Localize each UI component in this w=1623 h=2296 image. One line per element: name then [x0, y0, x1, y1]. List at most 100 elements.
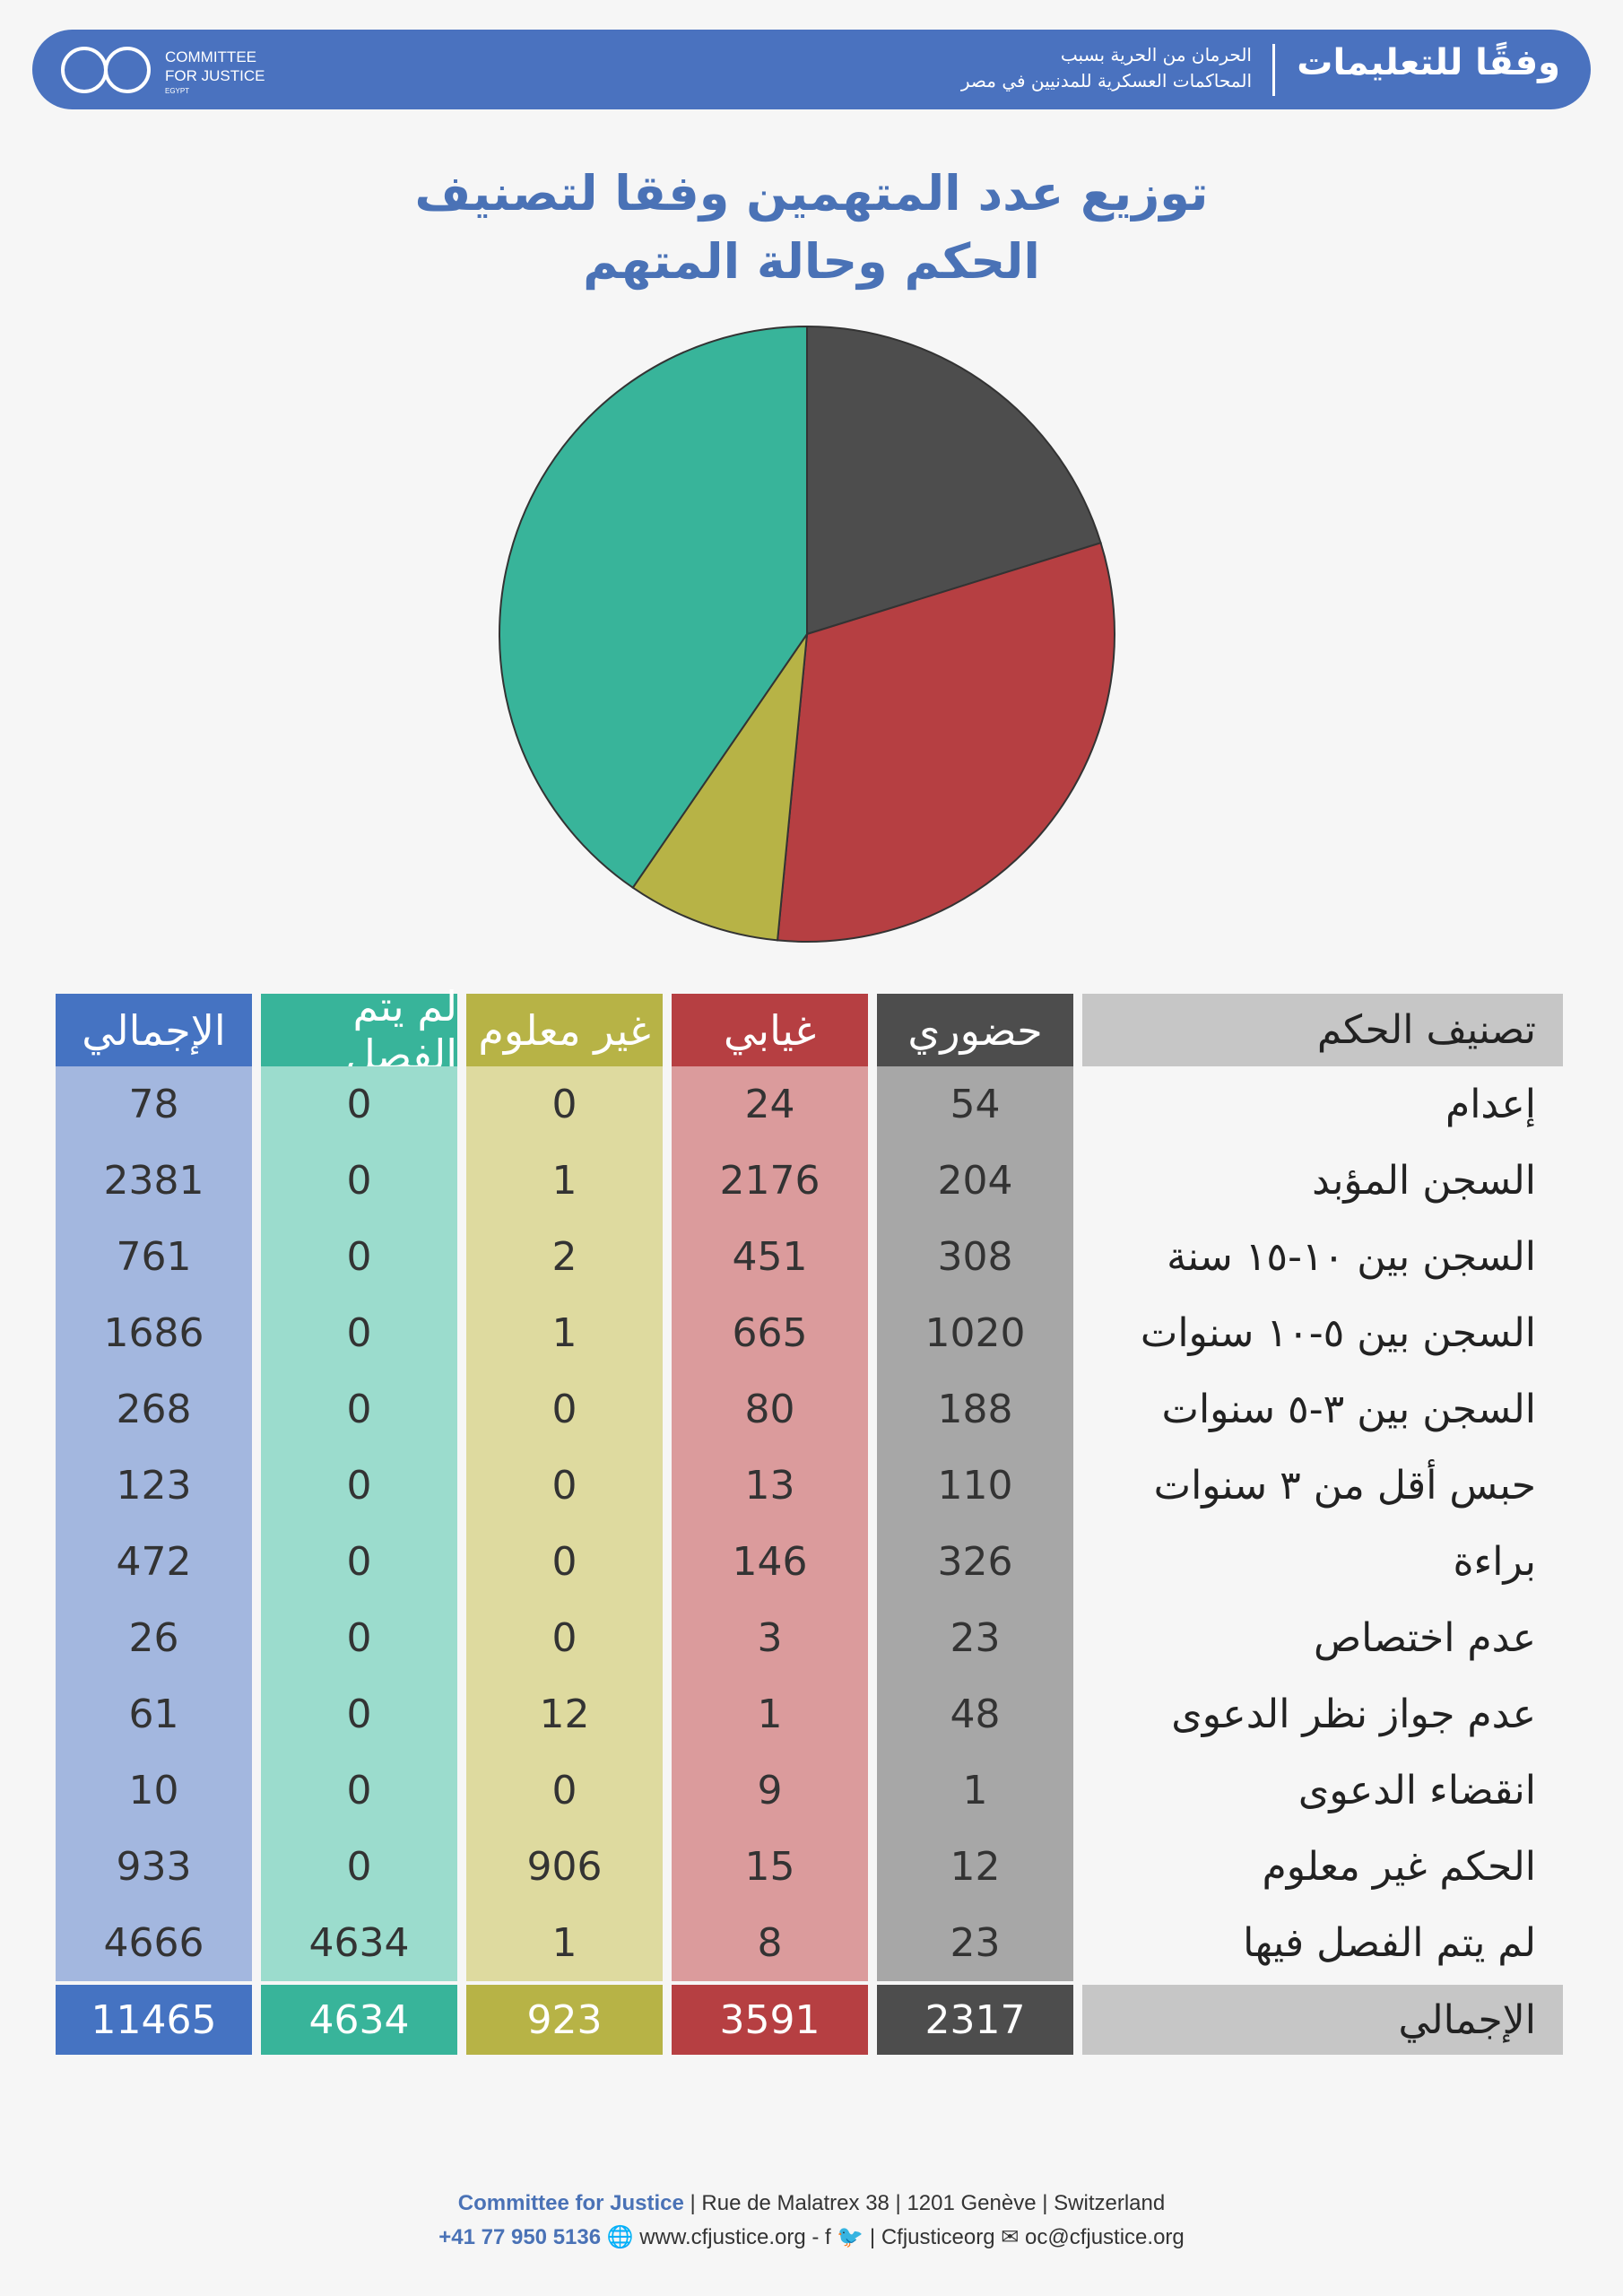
logo-text: FOR JUSTICE [165, 67, 265, 84]
table-cell: 761 [56, 1219, 252, 1295]
table-cell: 0 [261, 1600, 457, 1676]
table-cell: 1 [466, 1905, 663, 1981]
table-cell: 1 [672, 1676, 868, 1752]
table-cell: 451 [672, 1219, 868, 1295]
table-cell: 78 [56, 1066, 252, 1143]
table-cell: 48 [877, 1676, 1073, 1752]
chart-title: توزيع عدد المتهمين وفقا لتصنيف الحكم وحا… [414, 165, 1209, 290]
table-cell: 1 [466, 1143, 663, 1219]
table-cell: 0 [466, 1448, 663, 1524]
header-subtitle: الحرمان من الحرية بسبب المحاكمات العسكري… [961, 42, 1252, 94]
column-header: حضوري [877, 994, 1073, 1066]
table-cell: 906 [466, 1829, 663, 1905]
table-cell: 2176 [672, 1143, 868, 1219]
column-header: غير معلوم [466, 994, 663, 1066]
table-cell: 0 [261, 1295, 457, 1371]
table-cell: 0 [261, 1143, 457, 1219]
table-cell: 0 [261, 1752, 457, 1829]
table-cell: 1686 [56, 1295, 252, 1371]
table-cell: 933 [56, 1829, 252, 1905]
row-label: السجن بين ١٠-١٥ سنة [1167, 1234, 1536, 1280]
total-cell: 923 [466, 1985, 663, 2055]
subtitle-line: الحرمان من الحرية بسبب [1060, 44, 1252, 65]
logo-text: COMMITTEE [165, 48, 256, 65]
row-label: السجن بين ٣-٥ سنوات [1161, 1387, 1536, 1432]
footer: Committee for Justice | Rue de Malatrex … [0, 2187, 1623, 2255]
total-label: الإجمالي [1082, 1985, 1563, 2055]
table-cell: 0 [261, 1524, 457, 1600]
table-cell: 4634 [261, 1905, 457, 1981]
footer-line: Committee for Justice | Rue de Malatrex … [0, 2187, 1623, 2221]
row-label: إعدام [1445, 1082, 1536, 1127]
row-label: حبس أقل من ٣ سنوات [1153, 1463, 1536, 1509]
pie-slice [776, 542, 1115, 943]
table-cell: 12 [877, 1829, 1073, 1905]
table-cell: 2 [466, 1219, 663, 1295]
total-cell: 4634 [261, 1985, 457, 2055]
table-cell: 0 [466, 1524, 663, 1600]
total-cell: 2317 [877, 1985, 1073, 2055]
table-cell: 0 [466, 1600, 663, 1676]
table-cell: 308 [877, 1219, 1073, 1295]
logo-ring [104, 47, 151, 93]
table-cell: 188 [877, 1371, 1073, 1448]
email: oc@cfjustice.org [1025, 2225, 1185, 2249]
table-cell: 12 [466, 1676, 663, 1752]
header-title: وفقًا للتعليمات [1297, 42, 1560, 83]
row-label: براءة [1453, 1539, 1537, 1585]
row-label: عدم اختصاص [1313, 1615, 1536, 1661]
table-cell: 0 [261, 1676, 457, 1752]
header-bar: COMMITTEE FOR JUSTICE EGYPT وفقًا للتعلي… [32, 30, 1591, 109]
table-cell: 10 [56, 1752, 252, 1829]
table-cell: 326 [877, 1524, 1073, 1600]
row-label: السجن بين ٥-١٠ سنوات [1140, 1310, 1536, 1356]
total-cell: 11465 [56, 1985, 252, 2055]
table-cell: 472 [56, 1524, 252, 1600]
social: Cfjusticeorg [881, 2225, 995, 2249]
table-cell: 123 [56, 1448, 252, 1524]
row-label: عدم جواز نظر الدعوى [1171, 1692, 1536, 1737]
table-cell: 4666 [56, 1905, 252, 1981]
website: www.cfjustice.org - [639, 2225, 820, 2249]
table-cell: 204 [877, 1143, 1073, 1219]
table-cell: 268 [56, 1371, 252, 1448]
table-cell: 13 [672, 1448, 868, 1524]
address: | Rue de Malatrex 38 | 1201 Genève | Swi… [690, 2191, 1166, 2215]
table-cell: 3 [672, 1600, 868, 1676]
table-cell: 26 [56, 1600, 252, 1676]
table-cell: 24 [672, 1066, 868, 1143]
org-name: Committee for Justice [457, 2191, 684, 2215]
table-cell: 0 [261, 1448, 457, 1524]
table-cell: 1020 [877, 1295, 1073, 1371]
phone: +41 77 950 5136 [438, 2225, 602, 2249]
table-cell: 80 [672, 1371, 868, 1448]
table-cell: 0 [261, 1066, 457, 1143]
table-cell: 54 [877, 1066, 1073, 1143]
data-table: تصنيف الحكم حضوري غيابي غير معلوم لم يتم الف… [56, 982, 1563, 2055]
row-label: السجن المؤبد [1312, 1158, 1536, 1204]
pie-chart [499, 325, 1115, 943]
footer-line: +41 77 950 5136 🌐 www.cfjustice.org - f … [438, 2225, 1185, 2249]
table-cell: 9 [672, 1752, 868, 1829]
table-cell: 1 [877, 1752, 1073, 1829]
table-cell: 61 [56, 1676, 252, 1752]
table-cell: 110 [877, 1448, 1073, 1524]
table-cell: 0 [261, 1829, 457, 1905]
separator [1272, 44, 1275, 96]
table-cell: 0 [466, 1066, 663, 1143]
table-cell: 146 [672, 1524, 868, 1600]
table-cell: 0 [261, 1371, 457, 1448]
logo-text: EGYPT [165, 87, 189, 95]
table-cell: 8 [672, 1905, 868, 1981]
total-cell: 3591 [672, 1985, 868, 2055]
table-cell: 0 [261, 1219, 457, 1295]
row-label: لم يتم الفصل فيها [1243, 1920, 1536, 1966]
column-header: الإجمالي [56, 994, 252, 1066]
pie-slice [499, 325, 808, 890]
pie-slice [806, 325, 1102, 636]
logo-ring [61, 47, 108, 93]
subtitle-line: المحاكمات العسكرية للمدنيين في مصر [960, 70, 1252, 91]
table-cell: 23 [877, 1600, 1073, 1676]
table-cell: 2381 [56, 1143, 252, 1219]
column-header: غيابي [672, 994, 868, 1066]
